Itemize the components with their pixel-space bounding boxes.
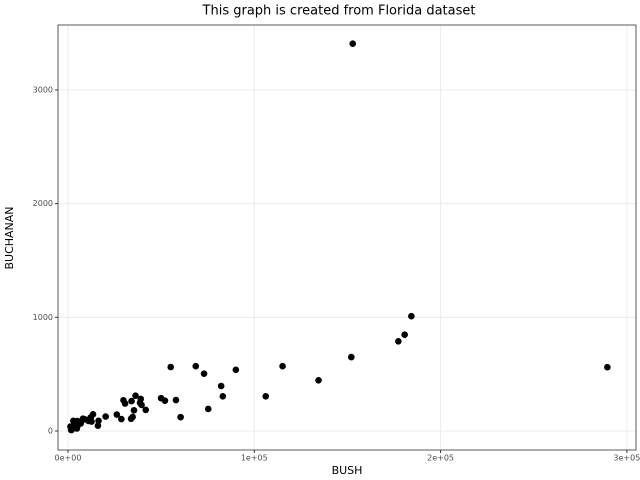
point <box>262 393 270 400</box>
x-tick-label: 2e+05 <box>427 454 454 463</box>
point <box>348 353 355 361</box>
point <box>121 400 129 407</box>
x-tick-label: 3e+05 <box>613 454 640 463</box>
point <box>102 413 109 420</box>
plot-panel <box>58 25 636 450</box>
point <box>161 397 169 404</box>
y-axis-label: BUCHANAN <box>3 206 16 269</box>
x-tick-label: 0e+00 <box>55 454 82 463</box>
point <box>138 401 145 409</box>
point <box>349 40 357 47</box>
point <box>192 362 200 370</box>
point <box>167 363 175 371</box>
point <box>395 338 402 345</box>
point <box>315 377 322 384</box>
point <box>200 370 208 378</box>
point <box>128 397 135 405</box>
point <box>130 407 138 414</box>
point <box>87 414 94 421</box>
point <box>204 405 212 413</box>
y-tick-label: 3000 <box>33 85 53 94</box>
point <box>137 395 145 403</box>
x-axis-label: BUSH <box>332 464 363 477</box>
point <box>408 312 415 320</box>
point <box>94 422 102 429</box>
point <box>113 411 121 418</box>
point <box>217 382 225 390</box>
point <box>95 417 102 425</box>
chart-title: This graph is created from Florida datas… <box>202 4 476 19</box>
y-tick-label: 2000 <box>33 199 53 208</box>
point <box>129 413 136 421</box>
y-tick-label: 0 <box>48 427 53 436</box>
point <box>279 362 286 370</box>
point <box>401 331 408 339</box>
panel-border <box>57 24 637 451</box>
point <box>142 406 150 414</box>
point <box>118 415 125 423</box>
point <box>73 417 81 425</box>
point <box>172 396 180 404</box>
y-tick-label: 1000 <box>33 313 53 322</box>
point <box>79 415 87 423</box>
point <box>219 393 227 400</box>
point <box>604 363 611 371</box>
point <box>132 392 139 399</box>
x-tick-label: 1e+05 <box>241 454 268 463</box>
point <box>177 413 184 421</box>
point <box>232 366 240 374</box>
